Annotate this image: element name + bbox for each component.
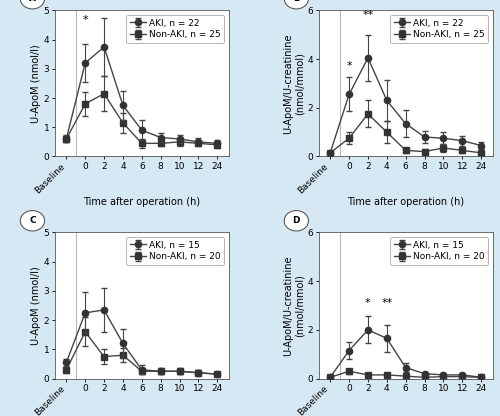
X-axis label: Time after operation (h): Time after operation (h) [83,197,200,207]
Text: A: A [29,0,36,3]
Text: *: * [346,61,352,71]
Y-axis label: U-ApoM (nmol/l): U-ApoM (nmol/l) [31,44,41,123]
Legend: AKI, n = 15, Non-AKI, n = 20: AKI, n = 15, Non-AKI, n = 20 [390,237,488,265]
Y-axis label: U-ApoM (nmol/l): U-ApoM (nmol/l) [31,266,41,345]
Text: *: * [82,15,88,25]
Circle shape [20,210,44,231]
Text: **: ** [362,10,374,20]
Y-axis label: U-ApoM/U-creatinine
(nmol/mmol): U-ApoM/U-creatinine (nmol/mmol) [283,33,305,134]
Circle shape [284,0,308,9]
Legend: AKI, n = 22, Non-AKI, n = 25: AKI, n = 22, Non-AKI, n = 25 [126,15,224,43]
Circle shape [284,210,308,231]
Text: B: B [293,0,300,3]
Text: C: C [29,216,35,225]
Text: *: * [365,298,371,308]
X-axis label: Time after operation (h): Time after operation (h) [347,197,465,207]
Y-axis label: U-ApoM/U-creatinine
(nmol/mmol): U-ApoM/U-creatinine (nmol/mmol) [283,255,305,356]
Text: D: D [292,216,300,225]
Text: **: ** [381,298,392,308]
Legend: AKI, n = 22, Non-AKI, n = 25: AKI, n = 22, Non-AKI, n = 25 [390,15,488,43]
Circle shape [20,0,44,9]
Legend: AKI, n = 15, Non-AKI, n = 20: AKI, n = 15, Non-AKI, n = 20 [126,237,224,265]
